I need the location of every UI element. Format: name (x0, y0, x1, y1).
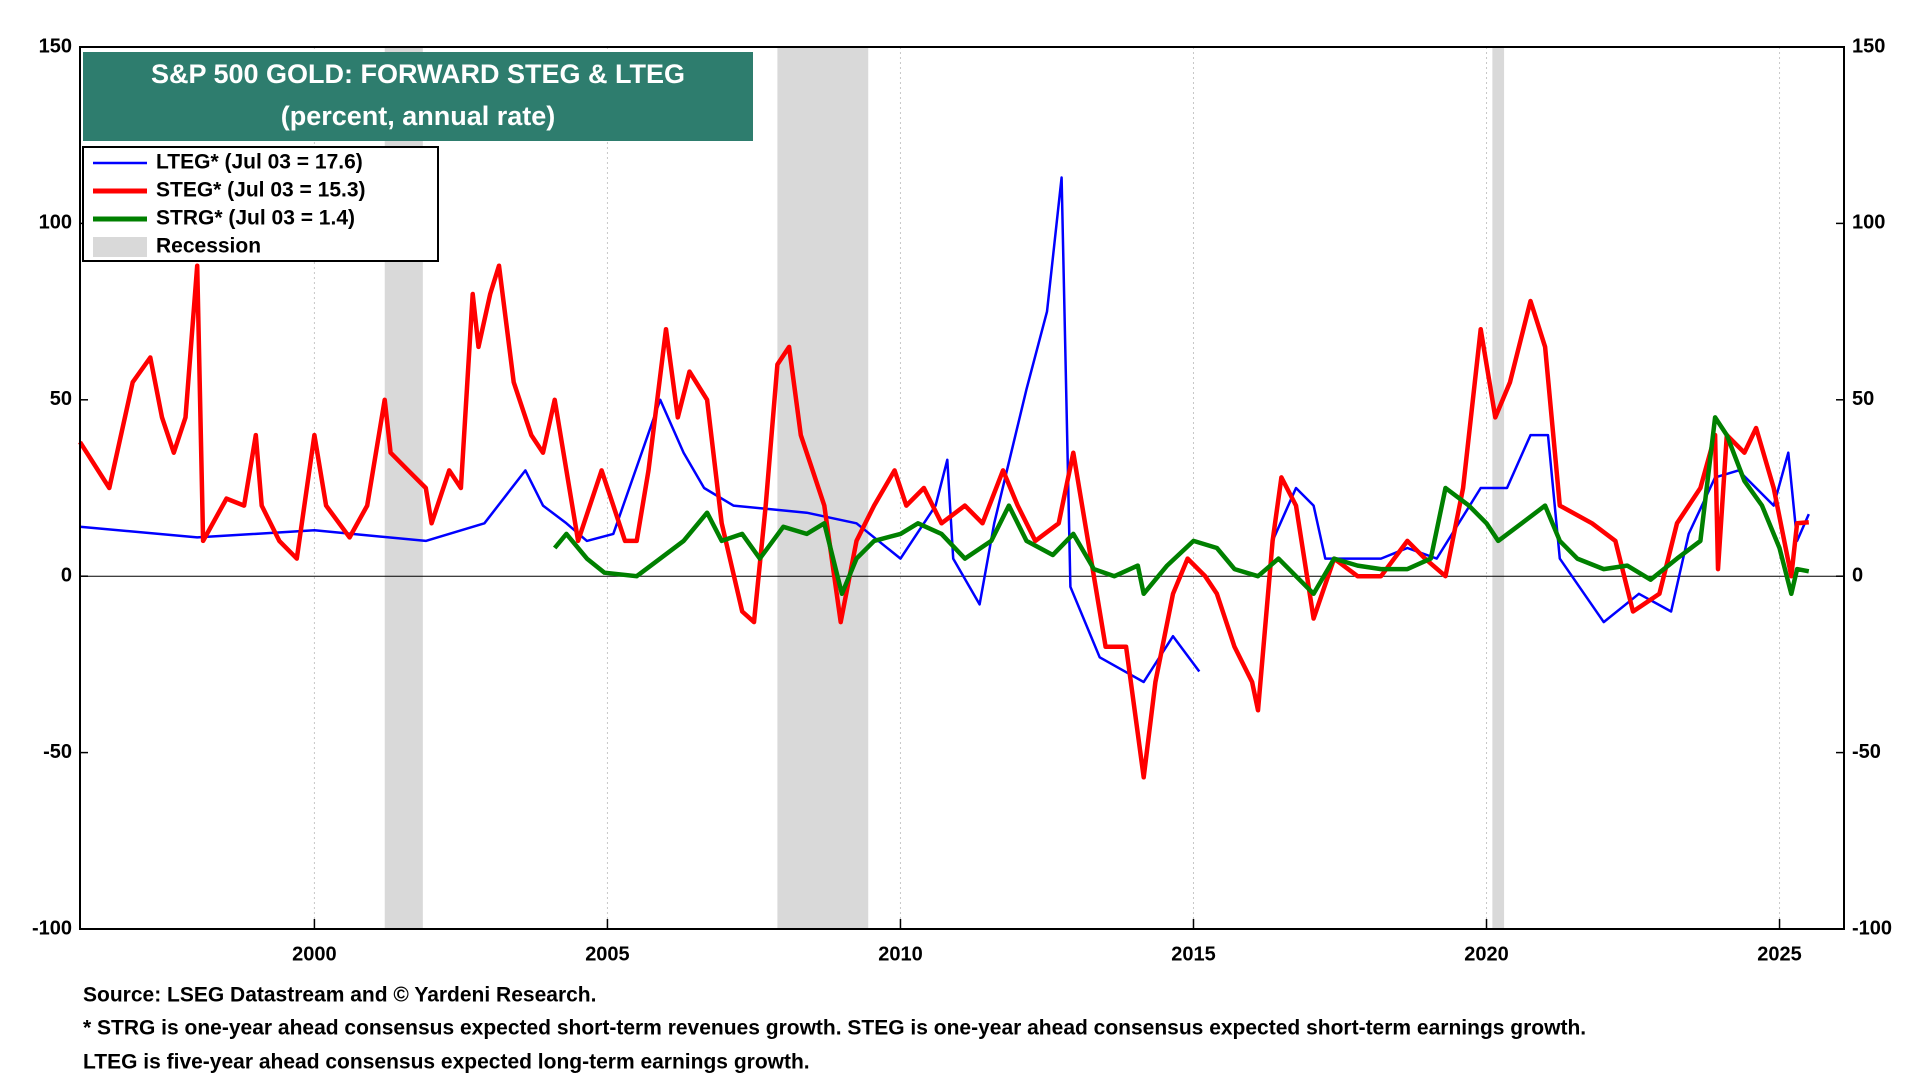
y2-tick-label: -100 (1852, 917, 1892, 939)
y-tick-label: -50 (43, 741, 72, 763)
note: LTEG is five-year ahead consensus expect… (83, 1051, 810, 1074)
x-tick-label: 2010 (878, 943, 923, 965)
legend-label: LTEG* (Jul 03 = 17.6) (156, 151, 363, 174)
y-tick-label: -100 (32, 917, 72, 939)
y-tick-label: 0 (61, 564, 72, 586)
x-tick-label: 2025 (1757, 943, 1802, 965)
x-tick-label: 2000 (292, 943, 337, 965)
x-tick-label: 2005 (585, 943, 630, 965)
legend: LTEG* (Jul 03 = 17.6) STEG* (Jul 03 = 15.… (82, 146, 439, 262)
y-tick-label: 150 (39, 35, 72, 57)
chart-title: S&P 500 GOLD: FORWARD STEG & LTEG (151, 59, 685, 89)
lines (78, 176, 1810, 780)
x-tick-label: 2020 (1464, 943, 1509, 965)
y2-tick-label: -50 (1852, 741, 1881, 763)
series-line (79, 176, 1810, 684)
title-box (83, 52, 753, 141)
chart-subtitle: (percent, annual rate) (281, 101, 556, 131)
y-tick-label: 50 (50, 388, 72, 410)
y-tick-label: 100 (39, 212, 72, 234)
recession-band (777, 47, 869, 929)
y2-tick-label: 0 (1852, 564, 1863, 586)
x-tick-label: 2015 (1171, 943, 1216, 965)
source: Source: LSEG Datastream and © Yardeni Re… (83, 984, 596, 1007)
legend-label: Recession (156, 235, 261, 258)
series-line (552, 415, 1810, 597)
series-line (78, 263, 1810, 780)
plot-frame (79, 46, 1845, 930)
y2-tick-label: 150 (1852, 35, 1885, 57)
recession-bands (384, 47, 1505, 929)
legend-label: STEG* (Jul 03 = 15.3) (156, 179, 366, 202)
note: * STRG is one-year ahead consensus expec… (83, 1017, 1586, 1040)
y2-tick-label: 50 (1852, 388, 1874, 410)
legend-swatch (93, 237, 147, 257)
legend-label: STRG* (Jul 03 = 1.4) (156, 207, 355, 230)
y2-tick-label: 100 (1852, 212, 1885, 234)
